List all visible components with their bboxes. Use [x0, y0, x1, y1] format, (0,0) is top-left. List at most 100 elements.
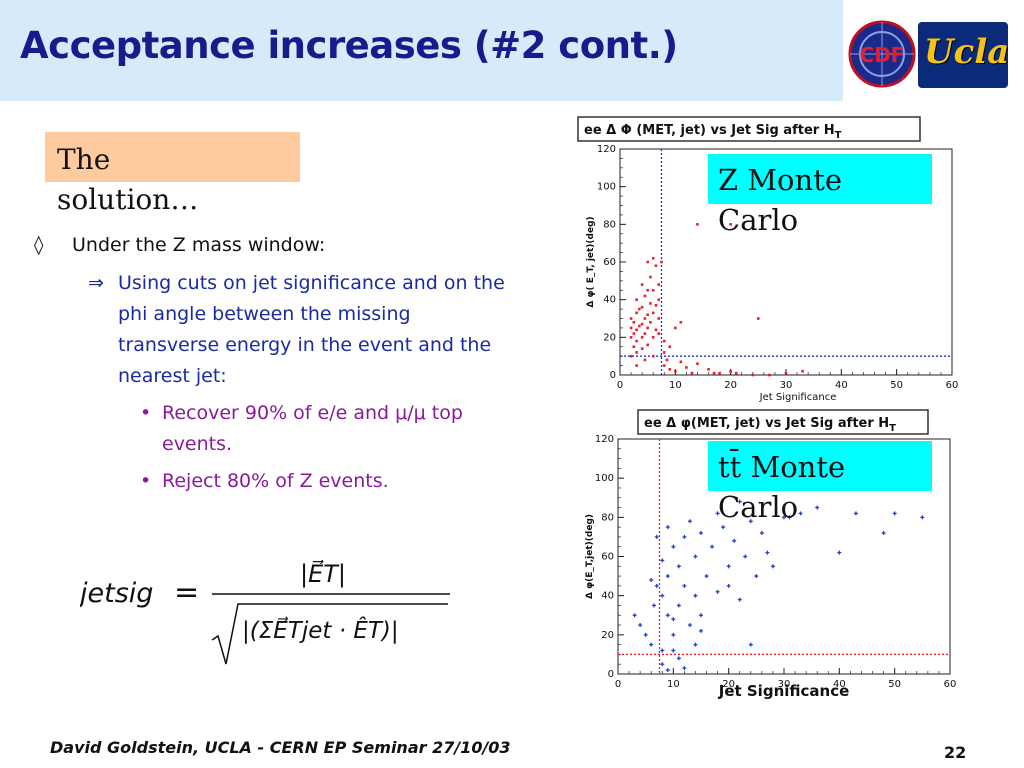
plot-title: ee Δ φ(MET, jet) vs Jet Sig after HT	[644, 416, 896, 434]
data-point	[726, 564, 731, 569]
data-point	[646, 326, 649, 330]
data-point	[632, 613, 637, 618]
data-point	[643, 332, 647, 335]
data-point	[765, 550, 770, 555]
ttbar-mc-label: tt̄ Monte Carlo	[718, 450, 846, 524]
data-point	[640, 283, 644, 286]
y-tick-label: 60	[603, 257, 616, 268]
tag-box	[45, 132, 300, 182]
data-point	[682, 534, 687, 539]
data-point	[718, 371, 721, 375]
plot-title-subscript: T	[835, 130, 842, 141]
subbullet-marker: •	[140, 470, 152, 492]
x-tick-label: 40	[833, 679, 846, 690]
footer-author: David Goldstein, UCLA - CERN EP Seminar …	[50, 738, 511, 757]
data-point	[649, 578, 654, 582]
data-point	[920, 515, 925, 520]
data-point	[687, 623, 692, 628]
y-tick-label: 120	[595, 434, 614, 445]
bullet-level1: ◊ Under the Z mass window:	[34, 234, 325, 256]
tag-text: The solution…	[57, 143, 199, 216]
data-point	[635, 311, 638, 315]
data-point	[853, 511, 858, 516]
data-point	[660, 558, 665, 563]
data-point	[729, 369, 732, 373]
bullet-level2: ⇒ Using cuts on jet significance and on …	[88, 268, 508, 392]
data-point	[693, 593, 698, 598]
x-axis-label: Jet Significance	[759, 392, 837, 403]
formula-lhs: jetsig	[80, 578, 153, 609]
data-point	[654, 583, 659, 588]
data-point	[662, 339, 666, 343]
data-point	[690, 371, 694, 375]
y-tick-label: 0	[610, 370, 616, 381]
data-point	[748, 519, 753, 524]
data-point	[632, 320, 636, 324]
x-tick-label: 30	[780, 380, 793, 391]
data-point	[801, 369, 804, 373]
data-point	[679, 320, 683, 324]
y-tick-label: 80	[603, 219, 616, 230]
data-point	[704, 574, 709, 579]
data-point	[657, 283, 661, 286]
data-point	[710, 544, 715, 549]
y-axis-label: Δ φ(E_T,jet)(deg)	[585, 514, 595, 599]
data-point	[640, 347, 644, 350]
y-tick-label: 100	[597, 182, 616, 193]
data-point	[784, 371, 788, 375]
data-point	[640, 336, 644, 339]
data-point	[662, 351, 666, 354]
y-tick-label: 20	[601, 630, 614, 641]
y-tick-label: 80	[601, 512, 614, 523]
data-point	[671, 648, 676, 653]
data-point	[787, 515, 792, 520]
data-point	[657, 317, 661, 320]
data-point	[665, 574, 670, 579]
bullet1-text: Under the Z mass window:	[72, 234, 326, 256]
data-point	[815, 505, 820, 510]
data-point	[676, 603, 681, 608]
data-point	[737, 499, 742, 504]
data-point	[638, 324, 641, 328]
plot-title-subscript: T	[889, 423, 896, 434]
data-point	[635, 298, 638, 301]
data-point	[712, 371, 716, 375]
subbullet-recover: • Recover 90% of e/e and μ/μ top events.	[140, 398, 500, 460]
data-point	[660, 593, 665, 598]
subbullet-text: Recover 90% of e/e and μ/μ top events.	[162, 402, 463, 455]
data-point	[729, 223, 732, 226]
data-point	[649, 320, 652, 324]
data-point	[651, 256, 655, 260]
subbullet-reject: • Reject 80% of Z events.	[140, 466, 500, 497]
data-point	[734, 371, 738, 375]
z-mc-label: Z Monte Carlo	[718, 163, 843, 237]
data-point	[643, 632, 648, 637]
x-tick-label: 30	[778, 679, 791, 690]
ttbar-mc-label-box	[708, 441, 932, 491]
data-point	[671, 617, 676, 622]
data-point	[646, 343, 649, 347]
cdf-logo-text: CDF	[860, 43, 905, 67]
data-point	[881, 531, 886, 535]
data-point	[715, 589, 720, 594]
data-point	[743, 554, 748, 559]
data-point	[699, 531, 703, 535]
data-point	[726, 583, 731, 588]
x-tick-label: 10	[667, 679, 680, 690]
data-point	[632, 332, 636, 335]
x-tick-label: 50	[890, 380, 903, 391]
data-point	[668, 368, 672, 371]
data-point	[651, 603, 656, 608]
data-point	[693, 554, 698, 559]
data-point	[665, 358, 669, 362]
data-point	[635, 351, 638, 354]
y-axis-label: Δ φ( E_T, jet)(deg)	[586, 216, 596, 307]
z-mc-label-box	[708, 154, 932, 204]
y-tick-label: 40	[601, 591, 614, 602]
data-point	[676, 656, 681, 661]
data-point	[757, 317, 760, 320]
data-point	[629, 336, 633, 339]
data-point	[643, 358, 647, 362]
x-tick-label: 20	[724, 380, 737, 391]
data-point	[687, 519, 692, 524]
